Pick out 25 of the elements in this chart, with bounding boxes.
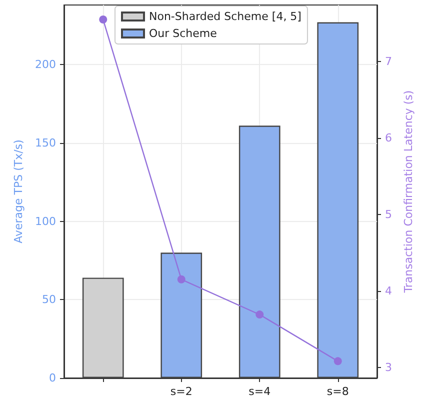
bar	[238, 126, 280, 378]
y2-tick-label: 5	[385, 208, 392, 221]
x-tick-label: s=2	[170, 385, 192, 398]
point	[99, 16, 108, 24]
y2-tick-label: 7	[385, 55, 392, 68]
legend-label: Non-Sharded Scheme [4, 5]	[149, 10, 302, 23]
y-tick-label: 150	[35, 136, 56, 150]
y-tick-label: 100	[35, 214, 56, 228]
point	[256, 310, 264, 319]
point	[334, 357, 342, 366]
y2-tick-label: 4	[385, 284, 392, 298]
x-tick-label: s=4	[248, 385, 271, 398]
y-tick-label: 0	[49, 372, 56, 384]
bar	[82, 278, 124, 378]
y-tick-label: 50	[42, 293, 56, 306]
y2-axis-title: Transaction Confirmation Latency (s)	[402, 90, 415, 294]
bar	[317, 22, 359, 378]
y2-tick-label: 3	[385, 360, 392, 374]
bar	[160, 252, 202, 378]
y-axis-title: Average TPS (Tx/s)	[12, 140, 25, 244]
legend-label: Our Scheme	[149, 27, 218, 40]
x-tick-label: s=8	[326, 385, 349, 398]
y2-tick-label: 6	[385, 131, 392, 144]
y-tick-label: 200	[35, 58, 56, 72]
point	[177, 275, 186, 284]
